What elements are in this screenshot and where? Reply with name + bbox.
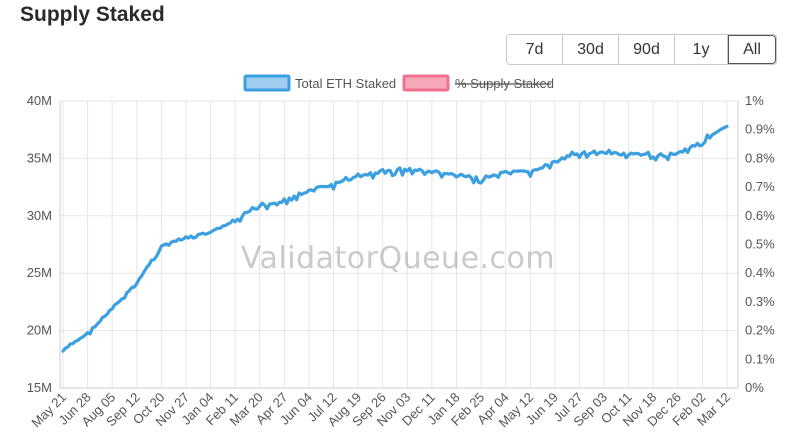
- right-tick-label: 0%: [745, 380, 764, 395]
- right-tick-label: 0.3%: [745, 294, 775, 309]
- watermark-text: ValidatorQueue.com: [241, 241, 555, 276]
- legend-item-supply-pct[interactable]: % Supply Staked: [402, 74, 554, 92]
- right-tick-label: 0.9%: [745, 122, 775, 137]
- range-7d-button[interactable]: 7d: [507, 35, 563, 64]
- legend-swatch-total-eth: [243, 74, 291, 92]
- left-tick-label: 15M: [27, 380, 52, 395]
- range-all-button[interactable]: All: [728, 35, 776, 64]
- left-tick-label: 35M: [27, 150, 52, 165]
- right-y-axis: 1% 0.9% 0.8% 0.7% 0.6% 0.5% 0.4% 0.3% 0.2% 0.1% 0%: [745, 93, 775, 395]
- page-title: Supply Staked: [20, 3, 165, 26]
- right-tick-label: 0.7%: [745, 179, 775, 194]
- right-tick-label: 0.2%: [745, 323, 775, 338]
- range-90d-button[interactable]: 90d: [619, 35, 675, 64]
- legend-label-total-eth: Total ETH Staked: [295, 76, 396, 91]
- left-tick-label: 20M: [27, 323, 52, 338]
- series-line-total-eth: [61, 124, 729, 353]
- range-1y-button[interactable]: 1y: [675, 35, 728, 64]
- left-tick-label: 40M: [27, 93, 52, 108]
- chart-grid: [59, 100, 739, 389]
- left-y-axis: 40M 35M 30M 25M 20M 15M: [27, 93, 52, 395]
- series-layer: [61, 124, 729, 353]
- right-tick-label: 0.4%: [745, 265, 775, 280]
- right-tick-label: 0.8%: [745, 150, 775, 165]
- chart-legend: Total ETH Staked % Supply Staked: [243, 74, 554, 92]
- legend-swatch-supply-pct: [402, 74, 450, 92]
- right-tick-label: 0.6%: [745, 208, 775, 223]
- right-tick-label: 0.5%: [745, 237, 775, 252]
- time-range-selector: 7d 30d 90d 1y All: [506, 34, 777, 65]
- right-tick-label: 0.1%: [745, 351, 775, 366]
- right-tick-label: 1%: [745, 93, 764, 108]
- left-tick-label: 25M: [27, 265, 52, 280]
- range-30d-button[interactable]: 30d: [563, 35, 619, 64]
- left-tick-label: 30M: [27, 208, 52, 223]
- legend-item-total-eth[interactable]: Total ETH Staked: [243, 74, 396, 92]
